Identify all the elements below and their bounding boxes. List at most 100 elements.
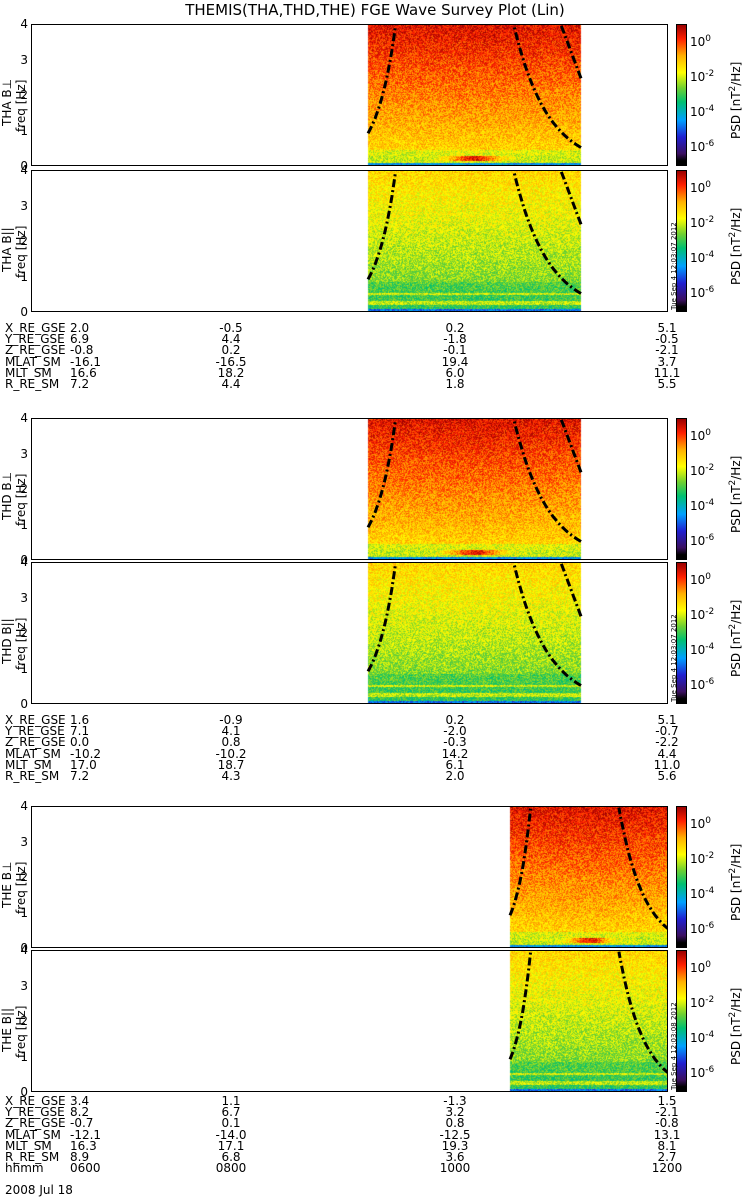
ephemeris-value: 5.1 — [657, 713, 677, 727]
y-tick-label: 4 — [20, 799, 28, 813]
panel-name-label: THD B|| — [0, 618, 14, 664]
y-tick-label: 2 — [20, 234, 28, 248]
ephemeris-value: -1.8 — [443, 332, 467, 347]
y-tick-label: 3 — [20, 446, 28, 461]
ephemeris-value: -0.8 — [70, 343, 94, 358]
ephemeris-value: 0.2 — [445, 713, 465, 727]
ephemeris-value: 8.9 — [70, 1150, 90, 1164]
curve-right — [617, 951, 667, 1074]
y-tick-label: 2 — [20, 88, 28, 102]
ephemeris-row-label: MLAT_SM — [5, 354, 61, 369]
colorbar-tick-label: 10-4 — [690, 642, 715, 657]
colorbar-label: PSD [nT2/Hz] — [728, 455, 743, 533]
y-tick-label: 0 — [20, 159, 28, 173]
plot-title: THEMIS(THA,THD,THE) FGE Wave Survey Plot… — [185, 1, 565, 19]
ephemeris-value: -16.5 — [215, 354, 247, 369]
spectrogram-panel-2 — [31, 170, 668, 312]
ephemeris-value: 0800 — [215, 1161, 247, 1176]
y-tick-label: 1 — [20, 517, 28, 532]
colorbar — [676, 950, 687, 1092]
y-tick-label: 4 — [20, 411, 28, 425]
spectrogram-panel-6 — [31, 950, 668, 1092]
ephemeris-row-label: X_RE_GSE — [5, 321, 66, 335]
spectrogram-image — [32, 25, 667, 165]
curve-outer — [559, 171, 583, 225]
ephemeris-value: 6.7 — [221, 1105, 241, 1120]
ephemeris-value: 17.1 — [217, 1138, 245, 1153]
curve-left — [366, 420, 397, 529]
colorbar-tick-label: 10-2 — [690, 463, 715, 478]
colorbar-tick-label: 10-2 — [690, 215, 715, 230]
ephemeris-value: 0.2 — [221, 343, 241, 358]
colorbar-tick-label: 10-6 — [690, 139, 715, 154]
y-tick-label: 3 — [20, 834, 28, 849]
ephemeris-value: -10.2 — [215, 746, 247, 761]
ephemeris-value: 18.2 — [217, 365, 245, 380]
ephemeris-value: -12.1 — [70, 1127, 102, 1142]
ephemeris-value: 8.2 — [70, 1105, 90, 1120]
frequency-curves — [508, 951, 667, 1074]
y-tick-label: 0 — [20, 1085, 28, 1099]
colorbar — [676, 562, 687, 704]
colorbar-label: PSD [nT2/Hz] — [728, 61, 743, 139]
ephemeris-value: -12.5 — [439, 1127, 471, 1142]
ephemeris-value: 3.2 — [445, 1105, 465, 1120]
ephemeris-value: 1200 — [651, 1161, 683, 1176]
ephemeris-value: 16.3 — [70, 1138, 97, 1153]
colorbar-tick-label: 100 — [690, 428, 712, 443]
colorbar-label: PSD [nT2/Hz] — [728, 987, 743, 1065]
date-label: 2008 Jul 18 — [5, 1183, 73, 1197]
ephemeris-value: 3.4 — [70, 1094, 90, 1108]
ephemeris-value: 19.4 — [441, 354, 469, 369]
frequency-curves — [366, 25, 583, 149]
ephemeris-value: 5.6 — [657, 769, 677, 783]
curve-outer — [559, 563, 583, 617]
curve-right — [512, 25, 582, 149]
y-tick-label: 1 — [20, 269, 28, 284]
ephemeris-value: 1.8 — [445, 377, 465, 391]
y-tick-label: 4 — [20, 555, 28, 569]
ephemeris-value: 2.7 — [657, 1150, 677, 1164]
ephemeris-row-label: Y_RE_GSE — [5, 332, 65, 347]
y-axis-label: freq [Hz] — [14, 861, 28, 914]
colorbar-tick-label: 10-6 — [690, 921, 715, 936]
curve-left — [508, 808, 532, 916]
ephemeris-value: 5.5 — [657, 377, 677, 391]
ephemeris-value: -0.8 — [655, 1116, 679, 1131]
ephemeris-value: 8.1 — [657, 1138, 677, 1153]
y-tick-label: 4 — [20, 943, 28, 957]
colorbar-tick-label: 10-6 — [690, 533, 715, 548]
colorbar-tick-label: 10-6 — [690, 677, 715, 692]
ephemeris-value: -2.1 — [655, 343, 679, 358]
colorbar-tick-label: 10-4 — [690, 886, 715, 901]
spectrogram-panel-1 — [31, 24, 668, 166]
ephemeris-value: 14.2 — [441, 746, 469, 761]
ephemeris-value: 0.8 — [221, 735, 241, 750]
ephemeris-row-label: MLAT_SM — [5, 746, 61, 761]
ephemeris-row-label: MLT_SM — [5, 757, 52, 772]
colorbar — [676, 806, 687, 948]
frequency-curves — [366, 171, 583, 295]
ephemeris-value: -0.9 — [219, 713, 243, 727]
y-tick-label: 2 — [20, 870, 28, 884]
ephemeris-value: 7.2 — [70, 377, 90, 391]
ephemeris-row-label: Z_RE_GSE — [5, 1116, 66, 1131]
y-tick-label: 0 — [20, 305, 28, 319]
spectrogram-image — [32, 171, 667, 311]
curve-left — [366, 564, 397, 673]
colorbar — [676, 170, 687, 312]
panel-name-label: THD B⊥ — [0, 471, 14, 520]
curve-left — [366, 26, 397, 135]
colorbar-tick-label: 10-2 — [690, 607, 715, 622]
y-axis-label: freq [Hz] — [14, 225, 28, 278]
ephemeris-row-label: R_RE_SM — [5, 769, 60, 783]
ephemeris-value: -0.7 — [655, 724, 679, 739]
panel-name-label: THA B|| — [0, 227, 14, 272]
colorbar — [676, 418, 687, 560]
ephemeris-value: -2.2 — [655, 735, 679, 750]
y-tick-label: 3 — [20, 52, 28, 67]
y-tick-label: 1 — [20, 123, 28, 138]
colorbar-tick-label: 10-6 — [690, 1065, 715, 1080]
colorbar-tick-label: 10-4 — [690, 104, 715, 119]
